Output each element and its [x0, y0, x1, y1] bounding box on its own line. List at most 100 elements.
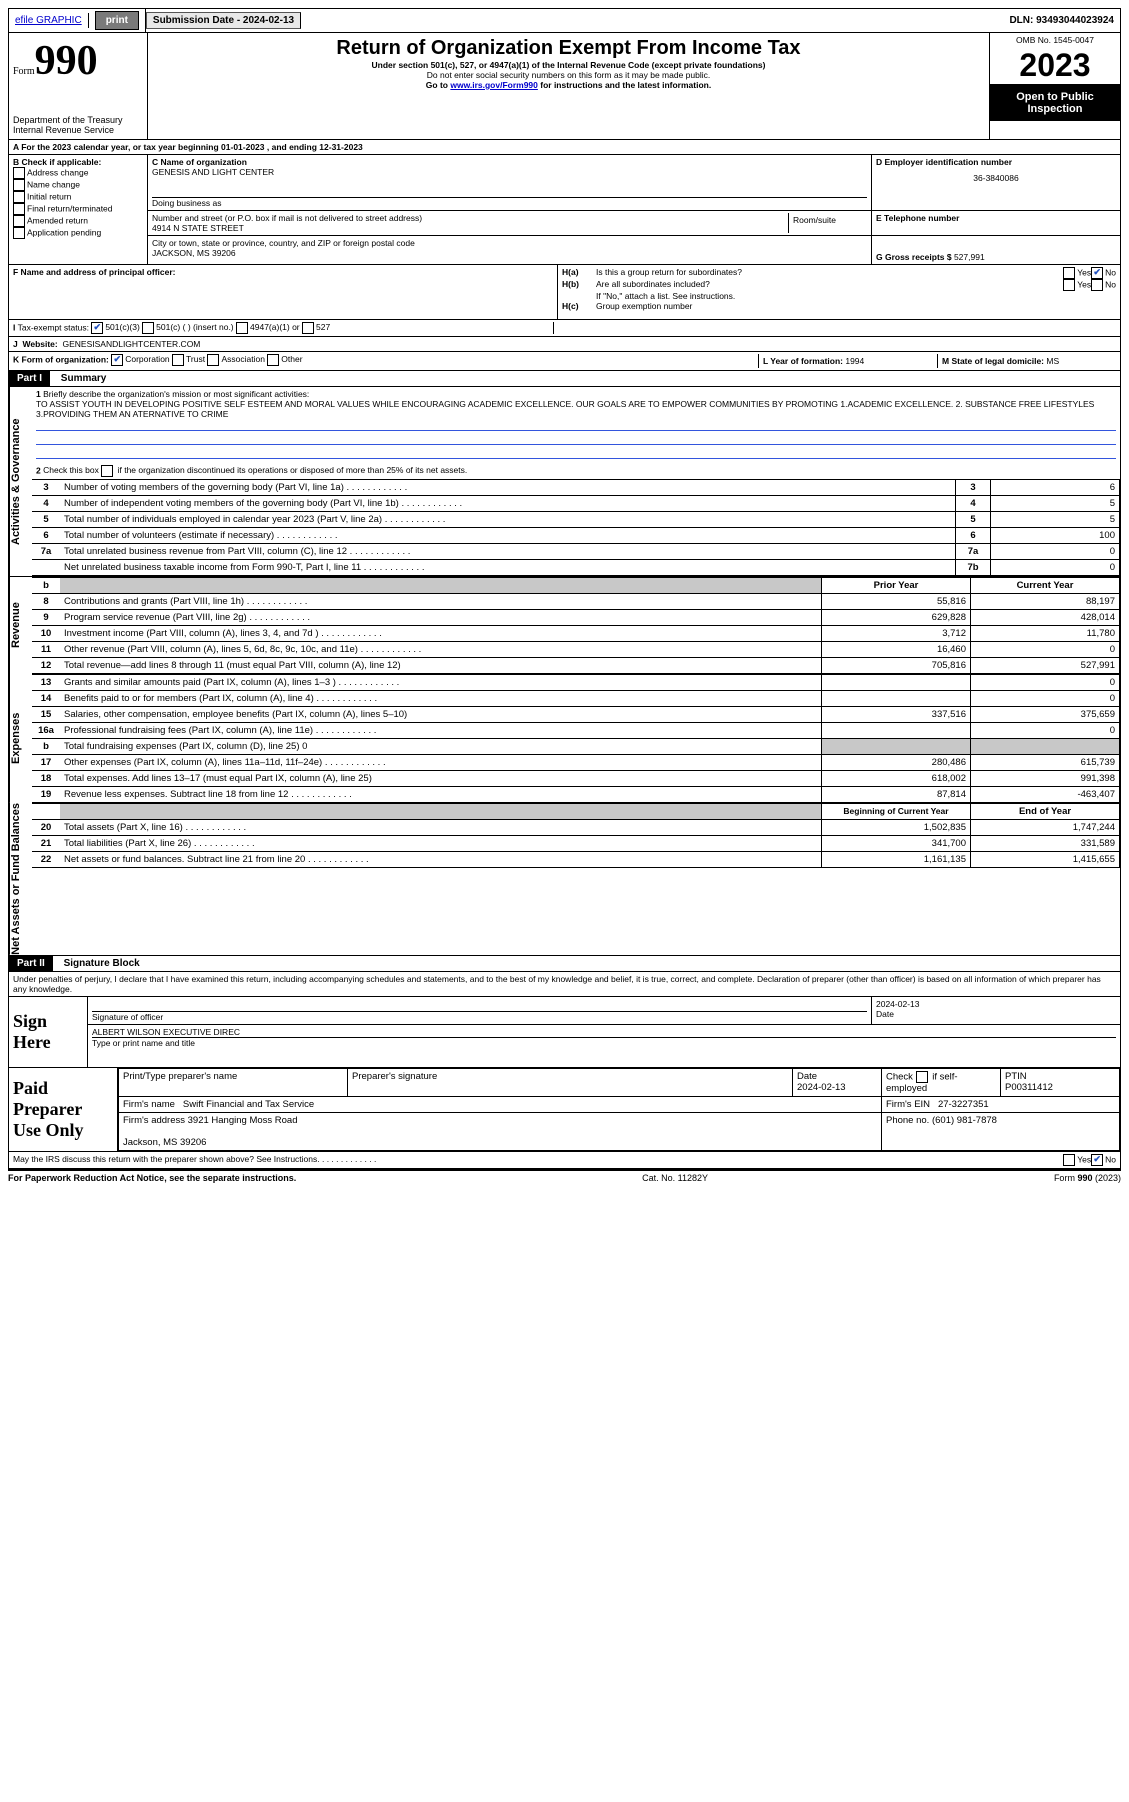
- omb: OMB No. 1545-0047: [990, 33, 1120, 47]
- ha-no[interactable]: ✔No: [1091, 267, 1116, 279]
- box-b-label: B Check if applicable:: [13, 157, 143, 167]
- chk-address[interactable]: Address change: [13, 167, 143, 179]
- fh-block: F Name and address of principal officer:…: [8, 265, 1121, 320]
- chk-initial[interactable]: Initial return: [13, 191, 143, 203]
- paid-label: Paid Preparer Use Only: [9, 1068, 118, 1151]
- chk-corp[interactable]: ✔Corporation: [111, 354, 169, 364]
- chk-final[interactable]: Final return/terminated: [13, 203, 143, 215]
- discuss-yes[interactable]: Yes: [1063, 1154, 1091, 1166]
- website-row: J Website: GENESISANDLIGHTCENTER.COM: [8, 337, 1121, 352]
- goto-line: Go to www.irs.gov/Form990 for instructio…: [152, 80, 985, 90]
- website: GENESISANDLIGHTCENTER.COM: [62, 339, 200, 349]
- firm-name: Swift Financial and Tax Service: [183, 1099, 314, 1110]
- mission: TO ASSIST YOUTH IN DEVELOPING POSITIVE S…: [36, 399, 1094, 419]
- q1-text: Briefly describe the organization's miss…: [43, 389, 309, 399]
- footer-left: For Paperwork Reduction Act Notice, see …: [8, 1173, 296, 1183]
- side-netassets: Net Assets or Fund Balances: [9, 803, 32, 955]
- expenses-block: Expenses 13Grants and similar amounts pa…: [8, 674, 1121, 803]
- part1-header: Part I Summary: [8, 371, 1121, 387]
- chk-name[interactable]: Name change: [13, 179, 143, 191]
- date-label: Date: [876, 1009, 1116, 1019]
- submission-date: Submission Date - 2024-02-13: [146, 12, 301, 29]
- footer-right: Form 990 (2023): [1054, 1173, 1121, 1183]
- sign-here-block: Sign Here Signature of officer 2024-02-1…: [8, 997, 1121, 1068]
- governance-table: 3Number of voting members of the governi…: [32, 479, 1120, 576]
- part2-header: Part II Signature Block: [8, 956, 1121, 972]
- chk-other[interactable]: Other: [267, 354, 302, 364]
- revenue-block: Revenue bPrior YearCurrent Year 8Contrib…: [8, 576, 1121, 674]
- chk-4947[interactable]: 4947(a)(1) or: [236, 322, 300, 332]
- discuss-row: May the IRS discuss this return with the…: [8, 1152, 1121, 1169]
- topbar: efile GRAPHIC print Submission Date - 20…: [8, 8, 1121, 33]
- prep-name-label: Print/Type preparer's name: [119, 1068, 348, 1096]
- hb-no[interactable]: No: [1091, 279, 1116, 291]
- form-subtitle: Under section 501(c), 527, or 4947(a)(1)…: [152, 60, 985, 70]
- tax-status-row: I Tax-exempt status: ✔501(c)(3) 501(c) (…: [8, 320, 1121, 337]
- print-button[interactable]: print: [95, 11, 139, 30]
- prep-sig-label: Preparer's signature: [348, 1068, 793, 1096]
- firm-addr1: 3921 Hanging Moss Road: [188, 1115, 298, 1126]
- declaration: Under penalties of perjury, I declare th…: [8, 972, 1121, 997]
- chk-527[interactable]: 527: [302, 322, 330, 332]
- box-g: G Gross receipts $ 527,991: [872, 236, 1120, 264]
- check-self-employed[interactable]: Check if self-employed: [882, 1068, 1001, 1096]
- discuss-no[interactable]: ✔No: [1091, 1154, 1116, 1166]
- irs-label: Internal Revenue Service: [13, 125, 143, 135]
- form-number: 990: [35, 38, 98, 84]
- room-label: Room/suite: [788, 213, 867, 233]
- side-revenue: Revenue: [9, 577, 32, 674]
- state-domicile: M State of legal domicile: MS: [937, 354, 1116, 368]
- sign-here-label: Sign Here: [9, 997, 88, 1067]
- form-title: Return of Organization Exempt From Incom…: [152, 37, 985, 60]
- hb-text: Are all subordinates included?: [596, 279, 1063, 291]
- side-expenses: Expenses: [9, 674, 32, 803]
- box-e-label: E Telephone number: [876, 213, 1116, 223]
- tax-year: 2023: [990, 47, 1120, 85]
- street-label: Number and street (or P.O. box if mail i…: [152, 213, 422, 223]
- chk-amended[interactable]: Amended return: [13, 215, 143, 227]
- prep-date: 2024-02-13: [797, 1082, 846, 1093]
- city-label: City or town, state or province, country…: [152, 238, 867, 248]
- irs-link[interactable]: www.irs.gov/Form990: [450, 80, 538, 90]
- ssn-warning: Do not enter social security numbers on …: [152, 70, 985, 80]
- form-word: Form: [13, 66, 35, 77]
- dept-treasury: Department of the Treasury: [13, 115, 143, 125]
- box-c-name-label: C Name of organization: [152, 157, 867, 167]
- hb-label: H(b): [562, 279, 596, 291]
- ha-yes[interactable]: Yes: [1063, 267, 1091, 279]
- hb-note: If "No," attach a list. See instructions…: [562, 291, 1116, 301]
- col-prior: Prior Year: [822, 578, 971, 594]
- line2: Check this box if the organization disco…: [43, 465, 467, 475]
- efile-link[interactable]: efile GRAPHIC: [15, 15, 82, 26]
- hc-text: Group exemption number: [596, 301, 1116, 311]
- page-footer: For Paperwork Reduction Act Notice, see …: [8, 1169, 1121, 1183]
- side-governance: Activities & Governance: [9, 387, 32, 576]
- ptin: P00311412: [1005, 1082, 1053, 1093]
- ha-text: Is this a group return for subordinates?: [596, 267, 1063, 279]
- klm-row: K Form of organization: ✔Corporation Tru…: [8, 352, 1121, 371]
- part1-body: Activities & Governance 1 Briefly descri…: [8, 387, 1121, 576]
- box-d-label: D Employer identification number: [876, 157, 1116, 167]
- chk-trust[interactable]: Trust: [172, 354, 205, 364]
- city: JACKSON, MS 39206: [152, 248, 867, 258]
- open-inspection: Open to PublicInspection: [990, 85, 1120, 121]
- firm-addr2: Jackson, MS 39206: [123, 1137, 206, 1148]
- chk-501c3[interactable]: ✔501(c)(3): [91, 322, 139, 332]
- officer-name: ALBERT WILSON EXECUTIVE DIREC: [92, 1027, 1116, 1037]
- sig-date: 2024-02-13: [876, 999, 1116, 1009]
- dba-label: Doing business as: [152, 198, 867, 208]
- col-end: End of Year: [971, 804, 1120, 820]
- box-f-label: F Name and address of principal officer:: [13, 267, 553, 277]
- street: 4914 N STATE STREET: [152, 223, 788, 233]
- chk-pending[interactable]: Application pending: [13, 227, 143, 239]
- ha-label: H(a): [562, 267, 596, 279]
- year-formation: L Year of formation: 1994: [758, 354, 937, 368]
- tax-period: A For the 2023 calendar year, or tax yea…: [8, 140, 1121, 155]
- hb-yes[interactable]: Yes: [1063, 279, 1091, 291]
- identity-block: B Check if applicable: Address change Na…: [8, 155, 1121, 265]
- chk-501c[interactable]: 501(c) ( ) (insert no.): [142, 322, 233, 332]
- col-current: Current Year: [971, 578, 1120, 594]
- firm-ein: 27-3227351: [938, 1099, 989, 1110]
- sig-label: Signature of officer: [92, 1012, 867, 1022]
- chk-assoc[interactable]: Association: [207, 354, 264, 364]
